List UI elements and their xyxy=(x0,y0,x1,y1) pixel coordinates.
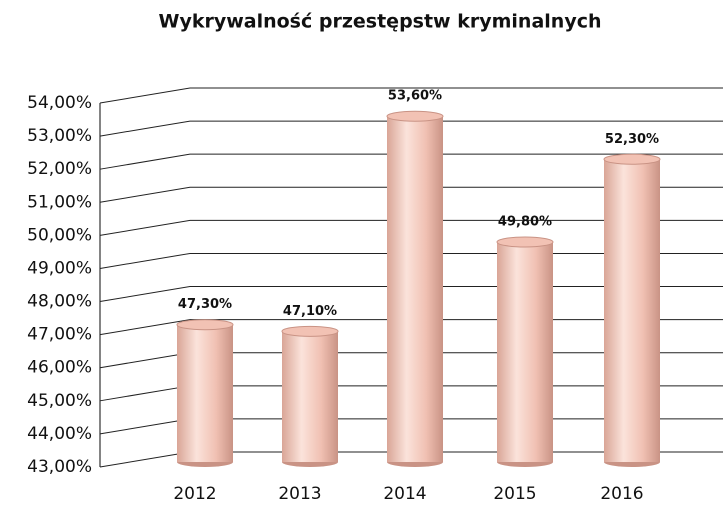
y-tick-label: 53,00% xyxy=(27,126,92,146)
bar xyxy=(282,331,338,462)
value-label: 53,60% xyxy=(388,89,442,104)
x-tick-label: 2012 xyxy=(173,484,216,504)
value-label: 49,80% xyxy=(498,214,552,229)
bar-top xyxy=(603,153,661,165)
grid-line xyxy=(99,219,723,236)
grid-line xyxy=(99,87,723,104)
bar-top xyxy=(496,236,554,248)
x-tick-label: 2016 xyxy=(600,484,643,504)
y-tick-label: 50,00% xyxy=(27,225,92,245)
value-label: 47,30% xyxy=(178,297,232,312)
bar xyxy=(497,241,553,462)
y-tick-label: 43,00% xyxy=(27,457,92,477)
grid-line xyxy=(99,120,723,137)
y-tick-label: 44,00% xyxy=(27,424,92,444)
y-tick-label: 49,00% xyxy=(27,258,92,278)
x-tick-label: 2013 xyxy=(278,484,321,504)
bar xyxy=(177,324,233,462)
value-label: 47,10% xyxy=(283,304,337,319)
y-tick-label: 46,00% xyxy=(27,358,92,378)
y-tick-label: 47,00% xyxy=(27,325,92,345)
x-tick-label: 2014 xyxy=(383,484,426,504)
bar xyxy=(387,116,443,463)
grid-line xyxy=(99,186,723,203)
bar xyxy=(604,159,660,462)
y-tick-label: 48,00% xyxy=(27,292,92,312)
value-label: 52,30% xyxy=(605,132,659,147)
grid-line xyxy=(99,153,723,170)
chart-title: Wykrywalność przestępstw kryminalnych xyxy=(158,11,601,33)
bar-top xyxy=(281,325,339,337)
x-tick-label: 2015 xyxy=(493,484,536,504)
y-tick-label: 52,00% xyxy=(27,159,92,179)
bar-top xyxy=(176,319,234,331)
bar-top xyxy=(386,110,444,122)
y-tick-label: 54,00% xyxy=(27,93,92,113)
y-tick-label: 51,00% xyxy=(27,192,92,212)
y-tick-label: 45,00% xyxy=(27,391,92,411)
